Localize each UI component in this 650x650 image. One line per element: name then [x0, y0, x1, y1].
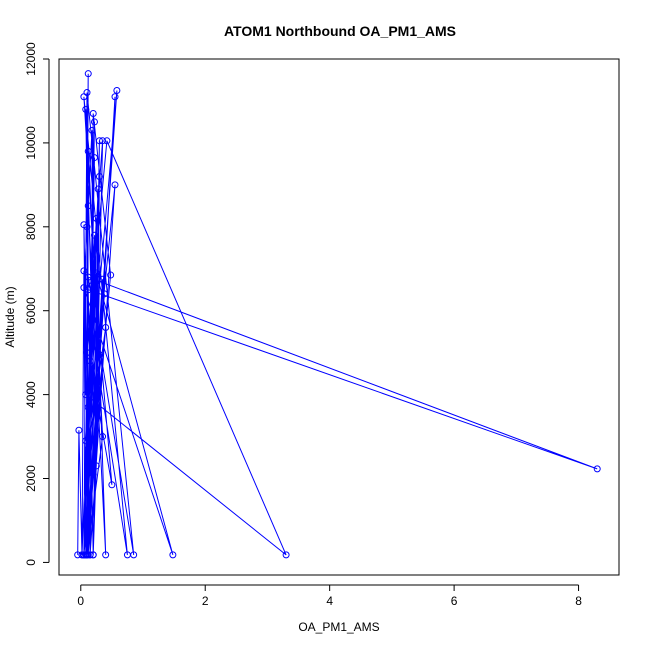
data-point: [80, 93, 88, 101]
y-tick-label: 10000: [24, 126, 38, 160]
data-point: [90, 118, 98, 126]
y-tick-label: 2000: [24, 465, 38, 492]
data-point: [90, 231, 98, 239]
data-point: [111, 181, 119, 189]
data-point: [80, 284, 88, 292]
data-point: [80, 267, 88, 275]
data-point: [90, 154, 98, 162]
data-point: [95, 351, 103, 359]
data-point: [89, 470, 97, 478]
data-point: [82, 105, 90, 113]
data-point: [75, 426, 83, 434]
data-point: [88, 126, 96, 134]
data-point: [94, 185, 102, 193]
data-point: [593, 465, 601, 473]
data-point: [111, 93, 119, 101]
x-axis-label: OA_PM1_AMS: [298, 620, 379, 634]
data-point: [84, 70, 92, 78]
data-point: [102, 323, 110, 331]
x-tick-label: 4: [326, 594, 333, 608]
data-point: [92, 462, 100, 470]
x-tick-label: 8: [575, 594, 582, 608]
y-axis: 0 2000 4000 6000 8000 10000 12000: [24, 42, 50, 566]
data-point: [86, 315, 94, 323]
x-tick-label: 2: [202, 594, 209, 608]
data-point: [92, 214, 100, 222]
x-tick-label: 0: [77, 594, 84, 608]
data-point: [95, 172, 103, 180]
data-point: [86, 357, 94, 365]
series-line: [77, 73, 598, 556]
y-axis-label: Altitude (m): [3, 286, 17, 347]
data-point: [99, 137, 107, 145]
x-axis: 0 2 4 6 8: [77, 584, 582, 608]
data-point: [89, 110, 97, 118]
data-point: [169, 551, 177, 559]
data-point: [80, 221, 88, 229]
data-point: [78, 551, 86, 559]
y-tick-label: 8000: [24, 213, 38, 240]
data-point: [83, 349, 91, 357]
x-tick-label: 6: [451, 594, 458, 608]
data-point: [82, 391, 90, 399]
data-point: [82, 551, 90, 559]
data-point: [84, 445, 92, 453]
data-point: [102, 551, 110, 559]
plot-frame: [58, 58, 620, 576]
data-point: [95, 137, 103, 145]
data-point: [107, 271, 115, 279]
data-point: [99, 275, 107, 283]
data-point: [282, 551, 290, 559]
data-point: [84, 403, 92, 411]
data-point: [84, 286, 92, 294]
chart-title: ATOM1 Northbound OA_PM1_AMS: [224, 23, 456, 39]
data-point: [84, 273, 92, 281]
data-point: [103, 137, 111, 145]
data-point: [80, 551, 88, 559]
data-point: [82, 437, 90, 445]
y-tick-label: 12000: [24, 42, 38, 76]
data-point: [84, 147, 92, 155]
data-point: [100, 290, 108, 298]
y-tick-label: 4000: [24, 381, 38, 408]
data-point: [90, 277, 98, 285]
y-tick-label: 6000: [24, 297, 38, 324]
data-point: [84, 202, 92, 210]
data-point: [92, 269, 100, 277]
data-point: [92, 395, 100, 403]
data-point: [92, 271, 100, 279]
data-point: [123, 551, 131, 559]
series-layer: [74, 70, 601, 559]
data-point: [108, 481, 116, 489]
data-point: [99, 433, 107, 441]
y-tick-label: 0: [24, 559, 38, 566]
data-point: [113, 86, 121, 94]
